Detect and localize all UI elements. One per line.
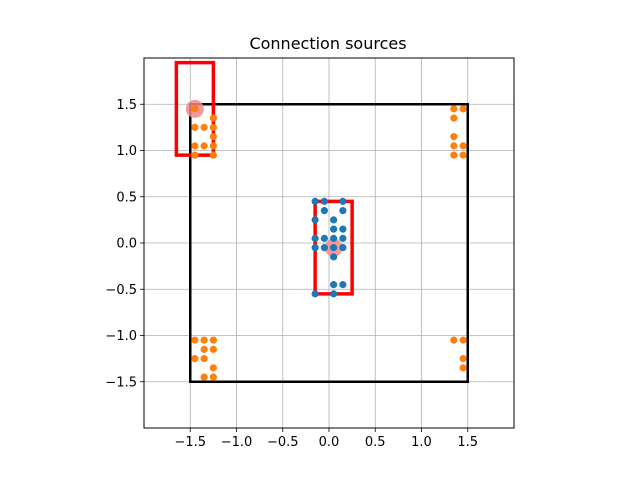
y-tick-label: −1.0 [105,329,137,344]
series-2-point [191,355,199,363]
series-2-point [450,336,458,344]
series-2-point [209,142,217,150]
y-tick-label: 1.0 [116,144,137,159]
series-2-point [209,336,217,344]
series-2-point [191,105,199,113]
series-1-point [339,225,347,233]
series-2-point [200,345,208,353]
series-2-point [200,123,208,131]
series-2-point [459,151,467,159]
series-2-point [209,373,217,381]
series-2-point [209,345,217,353]
series-1-point [320,207,328,215]
series-2-point [450,151,458,159]
series-2-point [191,123,199,131]
series-2-point [450,114,458,122]
x-tick-label: −1.0 [221,435,253,450]
series-2-point [191,336,199,344]
scatter-points [191,105,467,381]
series-2-point [459,142,467,150]
series-1-point [339,281,347,289]
black-rectangle [189,103,469,383]
x-tick-label: −0.5 [267,435,299,450]
axes-frame [143,57,515,429]
series-2-point [459,105,467,113]
series-1-point [339,207,347,215]
series-2-point [459,364,467,372]
series-1-point [320,234,328,242]
series-2-point [209,151,217,159]
chart-title: Connection sources [249,34,406,53]
series-2-point [200,373,208,381]
y-tick-label: 0.0 [116,237,137,252]
series-1-point [330,290,338,298]
series-2-point [450,105,458,113]
series-1-point [330,234,338,242]
series-1-point [339,197,347,205]
series-1-point [311,244,319,252]
y-tick-label: 1.5 [116,98,137,113]
series-2-point [459,336,467,344]
x-tick-label: −1.5 [174,435,206,450]
series-2-point [450,133,458,141]
series-1-point [311,216,319,224]
series-2-point [209,133,217,141]
series-1-point [330,244,338,252]
series-2-point [209,364,217,372]
series-2-point [209,114,217,122]
series-1-point [339,244,347,252]
y-tick-label: −0.5 [105,283,137,298]
x-tick-label: 0.5 [365,435,386,450]
series-1-point [330,216,338,224]
series-1-point [311,290,319,298]
series-2-point [459,355,467,363]
series-2-point [450,142,458,150]
x-tick-label: 1.5 [457,435,478,450]
series-2-point [200,142,208,150]
x-tick-label: 1.0 [411,435,432,450]
series-1-point [330,281,338,289]
series-1-point [320,244,328,252]
y-tick-label: −1.5 [105,375,137,390]
series-2-point [191,151,199,159]
series-1-point [311,197,319,205]
y-tick-label: 0.5 [116,190,137,205]
series-2-point [200,336,208,344]
series-2-point [209,123,217,131]
series-1-point [330,225,338,233]
axis-ticks: −1.5 −1.0 −0.5 0.0 0.5 1.0 1.5 −1.5 −1.0 −0.5 0.0 0… [105,98,478,450]
series-1-point [339,234,347,242]
series-2-point [191,142,199,150]
x-tick-label: 0.0 [319,435,340,450]
series-1-point [330,253,338,261]
series-1-point [311,234,319,242]
series-1-point [320,197,328,205]
series-2-point [200,355,208,363]
